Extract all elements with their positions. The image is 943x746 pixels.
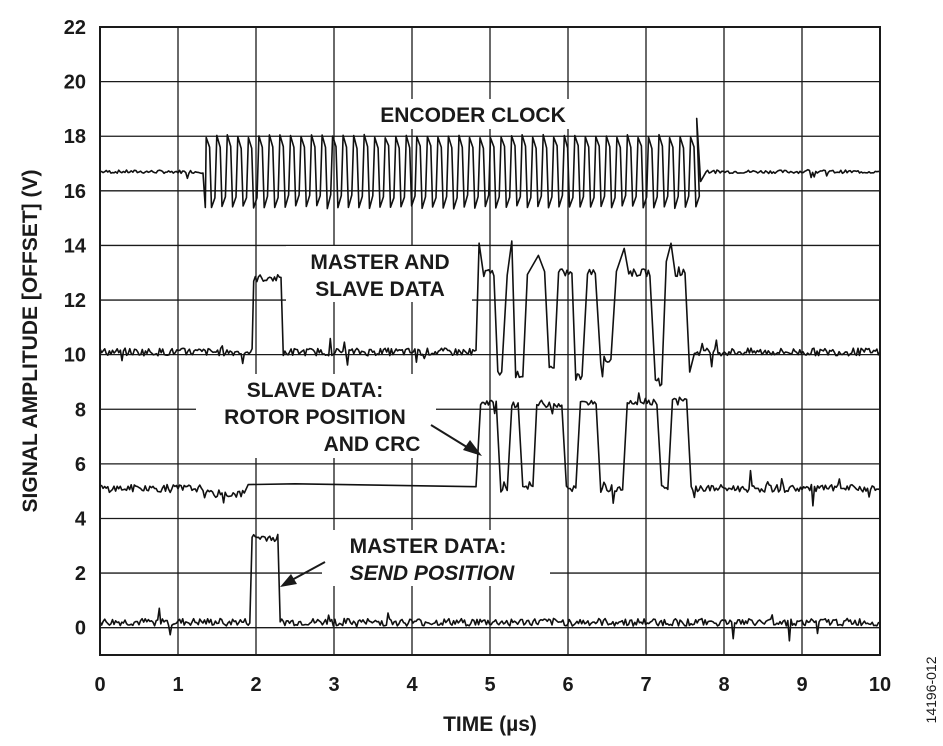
series-line-2 bbox=[99, 392, 881, 507]
y-tick-label-8: 16 bbox=[64, 181, 86, 203]
annotation-slave-arrow-line bbox=[430, 424, 471, 450]
y-tick-label-5: 10 bbox=[64, 345, 86, 367]
y-tick-label-2: 4 bbox=[75, 508, 87, 530]
y-tick-label-10: 20 bbox=[64, 72, 86, 94]
annotations: ENCODER CLOCK MASTER AND SLAVE DATA SLAV… bbox=[196, 99, 598, 587]
annotation-master-arrow-head bbox=[280, 574, 297, 587]
x-tick-label-5: 5 bbox=[484, 674, 495, 696]
x-axis-title: TIME (µs) bbox=[443, 713, 537, 736]
annotation-master-line2: SEND POSITION bbox=[350, 562, 515, 585]
x-tick-label-6: 6 bbox=[562, 674, 573, 696]
y-axis-title: SIGNAL AMPLITUDE [OFFSET] (V) bbox=[19, 170, 42, 513]
x-tick-label-3: 3 bbox=[328, 674, 339, 696]
series-line-3 bbox=[99, 533, 881, 642]
x-tick-label-7: 7 bbox=[640, 674, 651, 696]
annotation-slave-line3: AND CRC bbox=[324, 433, 421, 456]
y-tick-label-3: 6 bbox=[75, 454, 86, 476]
figure-id: 14196-012 bbox=[923, 656, 939, 723]
annotation-master-slave-line1: MASTER AND bbox=[310, 251, 449, 274]
series-line-0 bbox=[99, 117, 881, 210]
y-tick-labels: 0 2 4 6 8 10 12 14 16 18 20 22 bbox=[64, 17, 87, 640]
y-tick-label-7: 14 bbox=[64, 235, 87, 257]
signal-traces bbox=[99, 117, 881, 642]
annotation-slave-line2: ROTOR POSITION bbox=[224, 406, 406, 429]
annotation-master-slave-line2: SLAVE DATA bbox=[315, 278, 445, 301]
annotation-slave-arrow-head bbox=[463, 440, 482, 456]
y-tick-label-4: 8 bbox=[75, 399, 86, 421]
plot-frame bbox=[99, 26, 881, 656]
series-line-1 bbox=[99, 240, 881, 387]
x-tick-label-10: 10 bbox=[869, 674, 891, 696]
annotation-master-arrow-line bbox=[289, 561, 326, 582]
x-tick-label-1: 1 bbox=[172, 674, 183, 696]
x-tick-label-0: 0 bbox=[94, 674, 105, 696]
x-tick-label-2: 2 bbox=[250, 674, 261, 696]
y-tick-label-1: 2 bbox=[75, 563, 86, 585]
x-tick-label-9: 9 bbox=[796, 674, 807, 696]
y-tick-label-9: 18 bbox=[64, 126, 86, 148]
plot-border bbox=[99, 26, 881, 656]
annotation-master-line1: MASTER DATA: bbox=[350, 535, 507, 558]
annotation-slave-line1: SLAVE DATA: bbox=[247, 379, 384, 402]
x-tick-label-8: 8 bbox=[718, 674, 729, 696]
x-tick-labels: 0 1 2 3 4 5 6 7 8 9 10 bbox=[94, 674, 891, 696]
annotation-encoder-clock: ENCODER CLOCK bbox=[380, 104, 566, 127]
y-tick-label-6: 12 bbox=[64, 290, 86, 312]
y-tick-label-11: 22 bbox=[64, 17, 86, 39]
y-tick-label-0: 0 bbox=[75, 618, 86, 640]
x-tick-label-4: 4 bbox=[406, 674, 418, 696]
